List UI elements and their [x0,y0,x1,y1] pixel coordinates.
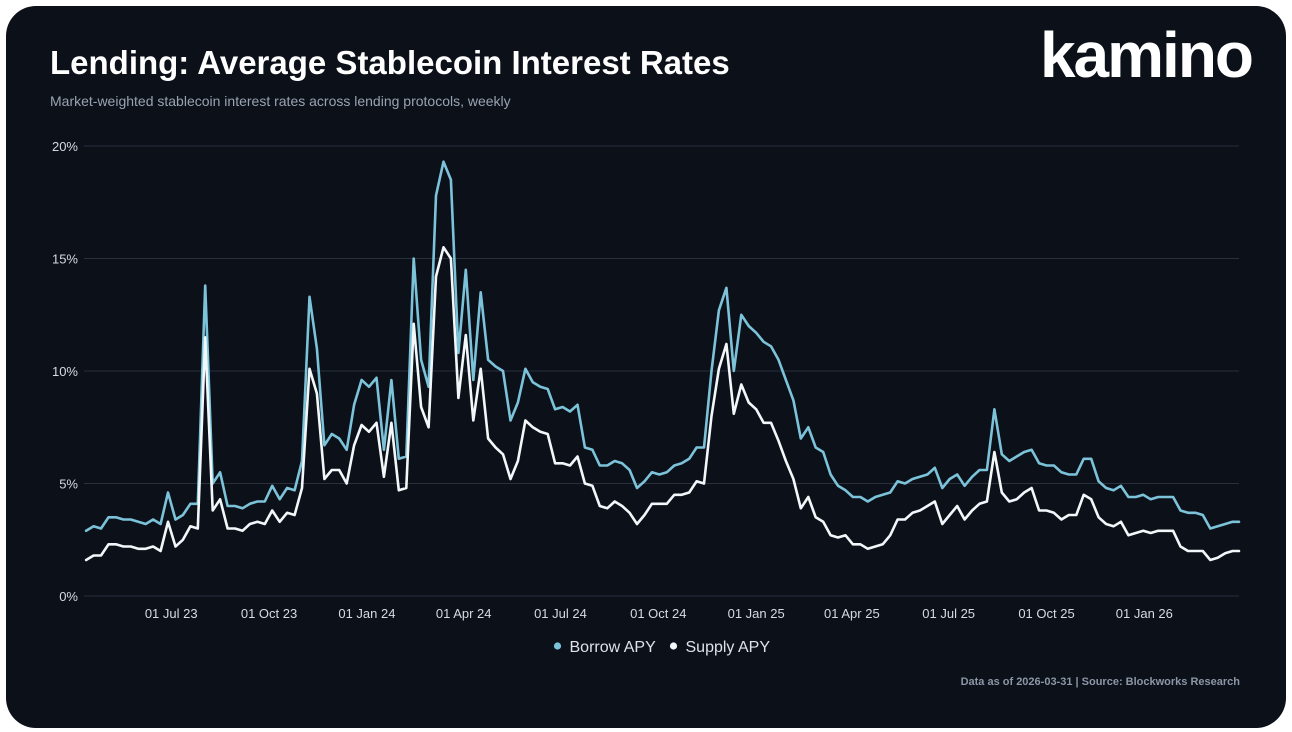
chart-title: Lending: Average Stablecoin Interest Rat… [50,44,730,81]
legend-marker-supply-apy [669,642,678,650]
supply-apy-line [84,246,1241,562]
source-note: Data as of 2026-03-31 | Source: Blockwor… [960,676,1240,688]
x-tick-label: 01 Jul 24 [534,606,587,621]
x-tick-label: 01 Oct 25 [1018,606,1074,621]
y-tick-label: 20% [52,139,78,154]
chart-legend: Borrow APY Supply APY [553,639,771,656]
x-tick-label: 01 Apr 25 [824,606,880,621]
chart-subtitle: Market-weighted stablecoin interest rate… [50,93,511,109]
series-lines [84,160,1241,562]
x-tick-label: 01 Oct 23 [241,606,297,621]
borrow-apy-line [84,160,1241,533]
x-tick-label: 01 Apr 24 [436,606,492,621]
legend-label-supply-apy: Supply APY [686,639,771,656]
y-tick-label: 5% [59,477,78,492]
x-tick-label: 01 Jul 25 [922,606,975,621]
chart-card: Lending: Average Stablecoin Interest Rat… [6,6,1286,728]
x-axis-ticks: 01 Jul 23 01 Oct 23 01 Jan 24 01 Apr 24 01 J… [145,606,1173,621]
y-tick-label: 15% [52,252,78,267]
kamino-logo: kamino [1039,19,1254,91]
y-axis-ticks: 0% 5% 10% 15% 20% [52,139,78,604]
x-tick-label: 01 Jul 23 [145,606,198,621]
x-tick-label: 01 Oct 24 [630,606,686,621]
x-tick-label: 01 Jan 26 [1116,606,1173,621]
line-chart: 0% 5% 10% 15% 20% 01 Jul 23 01 Oct 23 01 Jan 2… [52,139,1241,656]
legend-marker-borrow-apy [553,642,562,650]
x-tick-label: 01 Jan 25 [728,606,785,621]
y-tick-label: 0% [59,589,78,604]
y-tick-label: 10% [52,364,78,379]
legend-label-borrow-apy: Borrow APY [570,639,657,656]
grid-lines [84,145,1239,597]
x-tick-label: 01 Jan 24 [338,606,395,621]
